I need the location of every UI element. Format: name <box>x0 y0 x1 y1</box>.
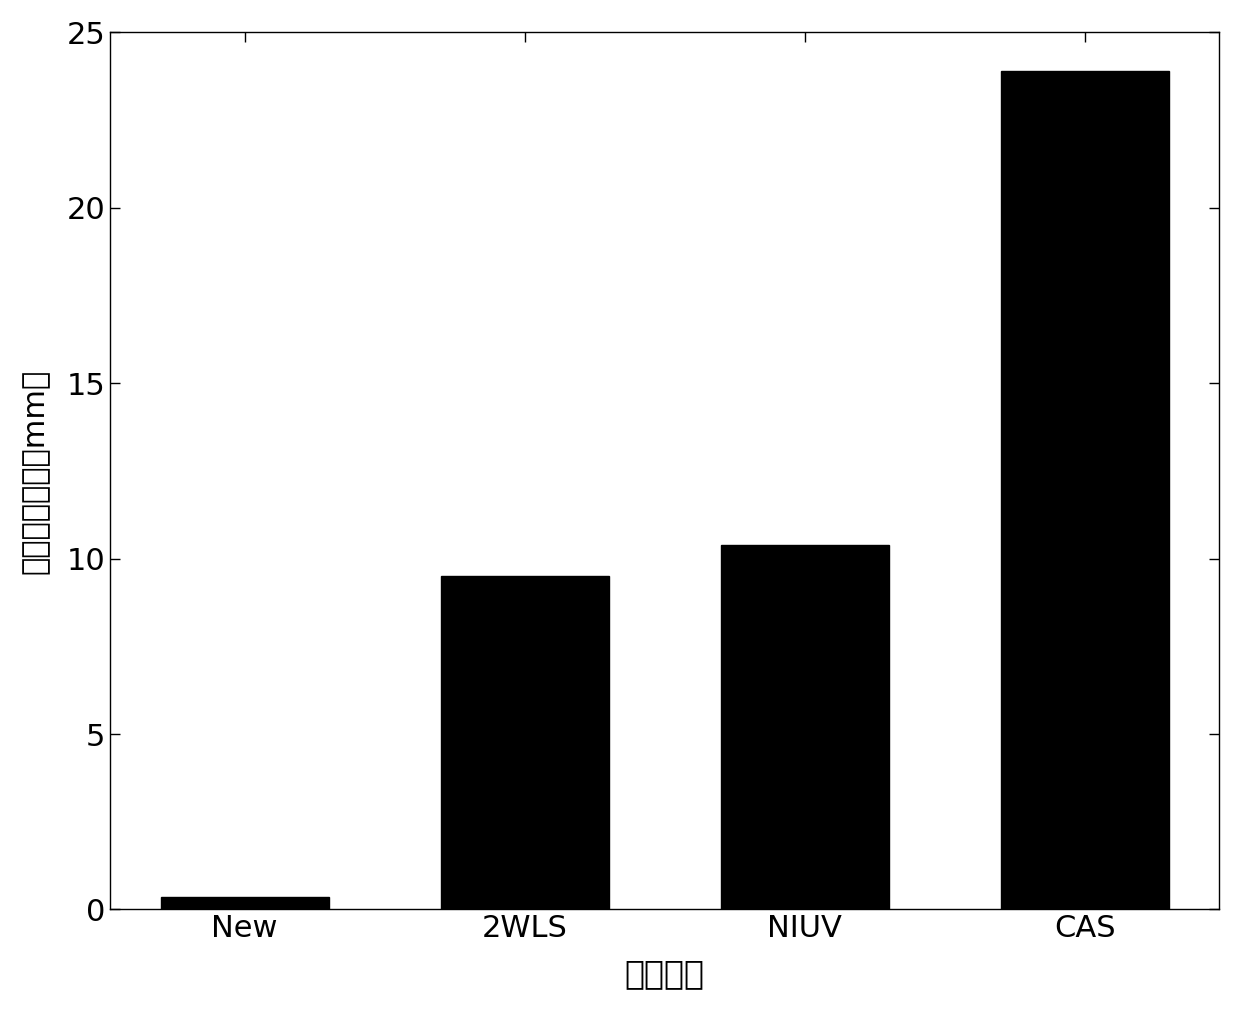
Bar <box>1001 71 1169 910</box>
Y-axis label: 绝对距离误差（mm）: 绝对距离误差（mm） <box>21 368 50 573</box>
Bar <box>720 545 889 910</box>
X-axis label: 定位方法: 定位方法 <box>625 957 704 990</box>
Bar <box>160 897 329 910</box>
Bar <box>440 576 609 910</box>
